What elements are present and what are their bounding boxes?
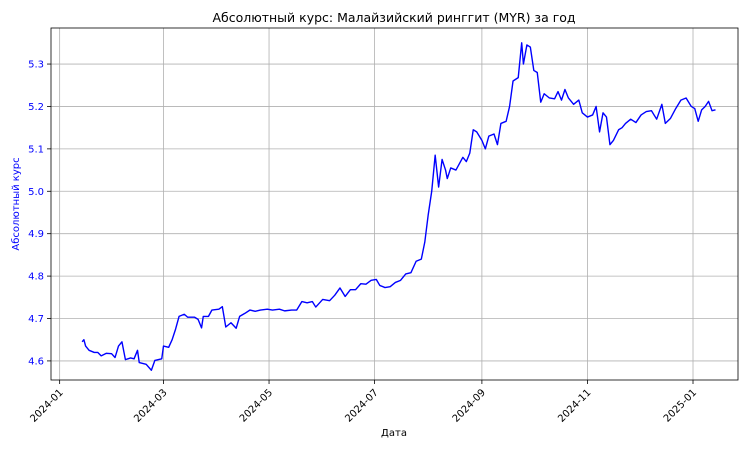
x-tick-label: 2024-09 — [451, 387, 488, 424]
x-tick-label: 2024-11 — [556, 387, 593, 424]
x-axis-label: Дата — [381, 428, 407, 439]
grid — [51, 28, 738, 380]
x-tick-label: 2024-07 — [343, 387, 380, 424]
y-tick-label: 4.6 — [28, 356, 44, 367]
x-axis: 2024-01 2024-03 2024-05 2024-07 2024-09 2024-… — [28, 380, 699, 425]
x-tick-label: 2024-01 — [28, 387, 65, 424]
y-tick-label: 5.3 — [28, 60, 44, 71]
y-tick-label: 4.7 — [28, 314, 44, 325]
y-axis: 4.6 4.7 4.8 4.9 5.0 5.1 5.2 5.3 — [28, 60, 51, 367]
x-tick-label: 2024-03 — [132, 387, 169, 424]
series-line — [81, 42, 716, 371]
x-tick-label: 2025-01 — [662, 387, 699, 424]
y-axis-label: Абсолютный курс — [11, 157, 22, 250]
y-tick-label: 4.8 — [28, 272, 44, 283]
y-tick-label: 4.9 — [28, 229, 44, 240]
chart-title: Абсолютный курс: Малайзийский ринггит (M… — [212, 10, 575, 25]
y-tick-label: 5.0 — [28, 187, 44, 198]
y-tick-label: 5.2 — [28, 102, 44, 113]
x-tick-label: 2024-05 — [238, 387, 275, 424]
data-layer — [81, 42, 716, 371]
plot-frame — [50, 27, 739, 381]
y-tick-label: 5.1 — [28, 144, 44, 155]
